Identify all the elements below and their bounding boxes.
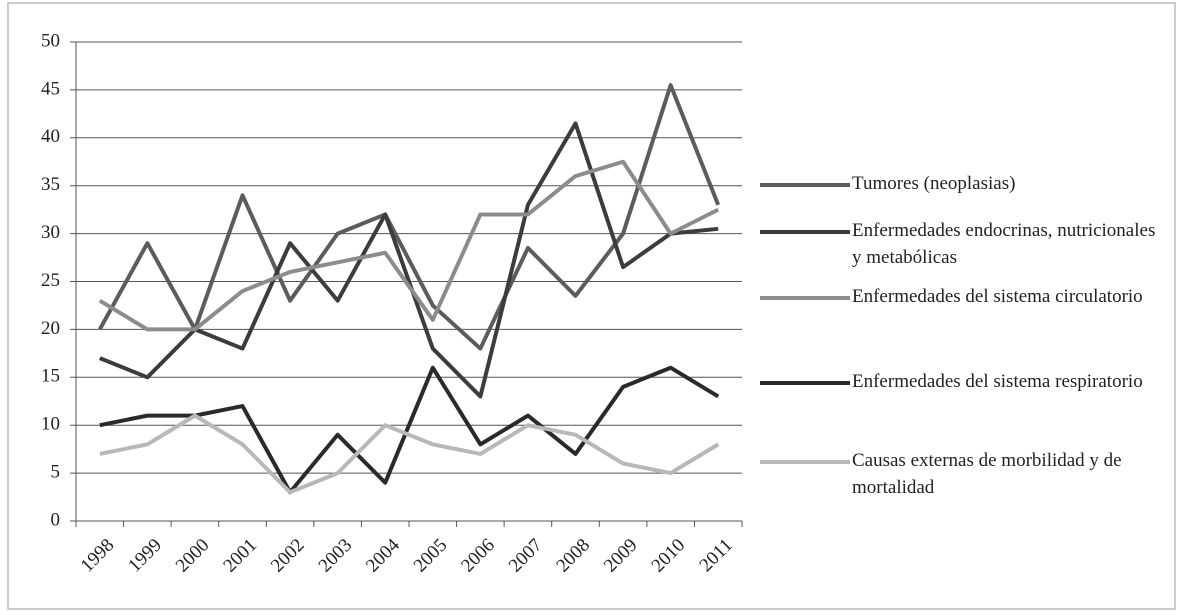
series-line — [99, 365, 720, 495]
x-tick-label: 2009 — [600, 535, 642, 577]
y-tick-label: 40 — [41, 126, 60, 147]
x-tick-label: 2000 — [172, 535, 214, 577]
x-tick-label: 1999 — [124, 535, 166, 577]
y-tick-label: 5 — [51, 461, 61, 482]
y-tick-label: 50 — [41, 30, 60, 51]
x-tick-label: 2001 — [219, 535, 261, 577]
x-tick-label: 2010 — [648, 535, 690, 577]
x-tick-label: 2008 — [552, 535, 594, 577]
y-tick-label: 35 — [41, 174, 60, 195]
x-tick-label: 2007 — [505, 535, 547, 577]
series-line — [99, 413, 720, 495]
legend-label: Enfermedades endocrinas, nutricionales y… — [852, 220, 1160, 268]
y-tick-label: 25 — [41, 270, 60, 291]
legend-label: Tumores (neoplasias) — [852, 173, 1015, 194]
frame — [7, 2, 1176, 610]
series-line — [98, 83, 721, 351]
x-tick-label: 1998 — [77, 535, 119, 577]
y-tick-label: 15 — [41, 366, 60, 387]
legend-label: Enfermedades del sistema circulatorio — [852, 286, 1143, 307]
y-tick-label: 10 — [41, 414, 60, 435]
series-line — [99, 121, 719, 399]
x-tick-label: 2011 — [696, 535, 737, 576]
x-tick-label: 2003 — [315, 535, 357, 577]
y-tick-label: 45 — [41, 78, 60, 99]
x-tick-label: 2006 — [457, 535, 499, 577]
legend-label: Enfermedades del sistema respiratorio — [852, 371, 1143, 392]
x-tick-label: 2002 — [267, 535, 309, 577]
x-tick-label: 2005 — [410, 535, 452, 577]
y-tick-label: 20 — [41, 318, 60, 339]
x-tick-label: 2004 — [362, 534, 404, 576]
y-tick-label: 30 — [41, 222, 60, 243]
series-line — [98, 159, 720, 332]
legend-label: Causas externas de morbilidad y de morta… — [852, 450, 1126, 498]
y-tick-label: 0 — [51, 509, 61, 530]
